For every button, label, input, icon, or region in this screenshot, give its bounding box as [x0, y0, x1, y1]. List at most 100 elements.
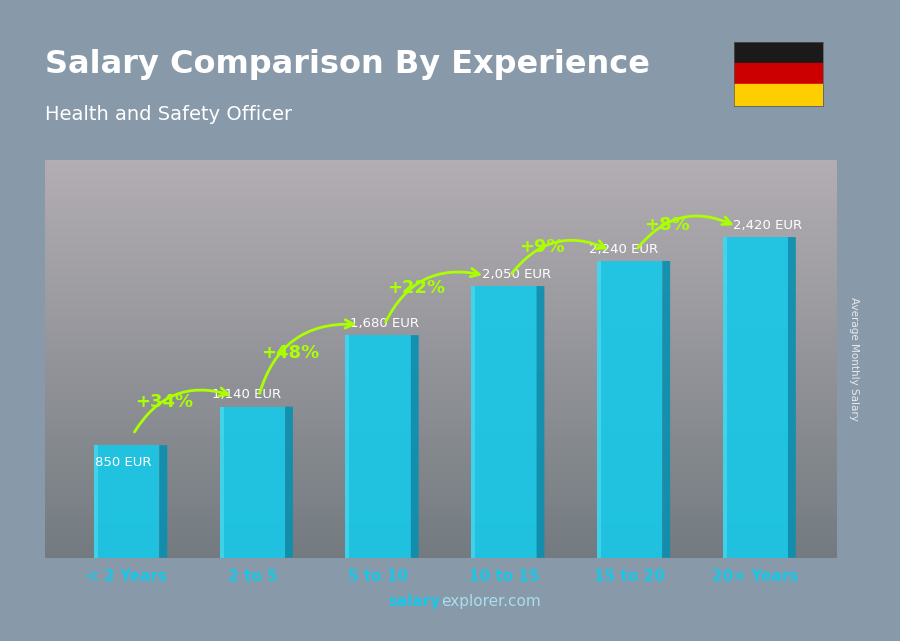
Bar: [45, 458, 837, 462]
Polygon shape: [788, 237, 796, 558]
Bar: [45, 379, 837, 383]
Bar: [45, 482, 837, 486]
Bar: [45, 208, 837, 212]
Bar: [45, 474, 837, 478]
Bar: [45, 260, 837, 263]
Bar: [45, 267, 837, 272]
Bar: [45, 422, 837, 426]
Bar: [45, 168, 837, 172]
FancyBboxPatch shape: [220, 406, 285, 558]
Bar: [45, 200, 837, 204]
Bar: [45, 411, 837, 415]
Bar: [45, 375, 837, 379]
Bar: [734, 85, 824, 106]
Text: 2,240 EUR: 2,240 EUR: [589, 243, 658, 256]
Text: +34%: +34%: [135, 393, 194, 411]
Text: +8%: +8%: [644, 217, 690, 235]
Polygon shape: [536, 286, 544, 558]
Bar: [45, 522, 837, 526]
Text: 1,140 EUR: 1,140 EUR: [212, 388, 281, 401]
Bar: [45, 172, 837, 176]
Bar: [45, 327, 837, 331]
Bar: [45, 228, 837, 232]
FancyBboxPatch shape: [723, 237, 788, 558]
FancyBboxPatch shape: [597, 261, 601, 558]
Bar: [45, 530, 837, 534]
Bar: [45, 486, 837, 490]
Bar: [45, 490, 837, 494]
Bar: [45, 462, 837, 466]
Bar: [45, 236, 837, 240]
Bar: [45, 446, 837, 451]
Bar: [45, 518, 837, 522]
Bar: [45, 287, 837, 292]
Bar: [45, 276, 837, 279]
Bar: [45, 192, 837, 196]
Bar: [45, 303, 837, 307]
Bar: [45, 387, 837, 391]
FancyBboxPatch shape: [220, 406, 224, 558]
Text: 2,050 EUR: 2,050 EUR: [482, 268, 551, 281]
FancyBboxPatch shape: [94, 445, 159, 558]
Bar: [45, 478, 837, 482]
Bar: [45, 224, 837, 228]
Bar: [45, 196, 837, 200]
Bar: [45, 184, 837, 188]
Bar: [45, 466, 837, 470]
Bar: [45, 545, 837, 550]
Text: +9%: +9%: [518, 238, 564, 256]
Bar: [45, 435, 837, 438]
Bar: [45, 263, 837, 267]
Bar: [45, 176, 837, 180]
Bar: [45, 371, 837, 375]
Text: 1,680 EUR: 1,680 EUR: [350, 317, 418, 330]
Bar: [45, 351, 837, 355]
Bar: [45, 534, 837, 538]
Bar: [45, 252, 837, 256]
Bar: [45, 538, 837, 542]
Bar: [45, 542, 837, 545]
Bar: [45, 232, 837, 236]
Bar: [45, 403, 837, 406]
Bar: [45, 514, 837, 518]
Bar: [45, 296, 837, 299]
Bar: [45, 240, 837, 244]
Bar: [45, 363, 837, 367]
Bar: [45, 391, 837, 395]
Bar: [45, 510, 837, 514]
Bar: [45, 454, 837, 458]
Bar: [45, 347, 837, 351]
FancyBboxPatch shape: [472, 286, 536, 558]
Bar: [45, 355, 837, 359]
Text: +22%: +22%: [387, 279, 445, 297]
Bar: [45, 470, 837, 474]
Polygon shape: [410, 335, 419, 558]
FancyBboxPatch shape: [346, 335, 410, 558]
Bar: [45, 502, 837, 506]
Bar: [45, 331, 837, 335]
Bar: [45, 283, 837, 287]
Bar: [45, 299, 837, 303]
Bar: [45, 216, 837, 220]
Bar: [45, 419, 837, 422]
Bar: [45, 406, 837, 411]
Bar: [45, 256, 837, 260]
Bar: [45, 343, 837, 347]
Polygon shape: [159, 445, 167, 558]
Bar: [45, 431, 837, 435]
Text: 850 EUR: 850 EUR: [95, 456, 152, 469]
Bar: [45, 244, 837, 247]
Text: Salary Comparison By Experience: Salary Comparison By Experience: [45, 49, 650, 80]
Bar: [45, 506, 837, 510]
Text: Average Monthly Salary: Average Monthly Salary: [849, 297, 859, 421]
Bar: [45, 220, 837, 224]
Bar: [734, 42, 824, 63]
Bar: [45, 554, 837, 558]
Bar: [45, 395, 837, 399]
Text: salary: salary: [389, 594, 441, 610]
Bar: [45, 212, 837, 216]
Bar: [45, 399, 837, 403]
Bar: [45, 319, 837, 323]
Bar: [45, 164, 837, 168]
FancyBboxPatch shape: [472, 286, 475, 558]
